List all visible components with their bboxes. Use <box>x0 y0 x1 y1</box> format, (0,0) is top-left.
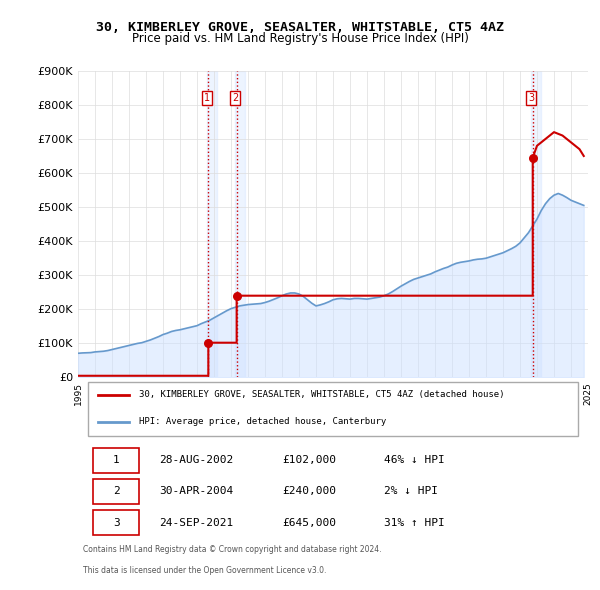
Bar <box>207 71 217 378</box>
Text: 1: 1 <box>203 93 210 103</box>
Text: 28-AUG-2002: 28-AUG-2002 <box>160 455 234 466</box>
Text: £102,000: £102,000 <box>282 455 336 466</box>
Text: 30-APR-2004: 30-APR-2004 <box>160 487 234 497</box>
Text: 30, KIMBERLEY GROVE, SEASALTER, WHITSTABLE, CT5 4AZ (detached house): 30, KIMBERLEY GROVE, SEASALTER, WHITSTAB… <box>139 390 505 399</box>
Text: 3: 3 <box>528 93 534 103</box>
Text: 2: 2 <box>113 487 119 497</box>
Text: 24-SEP-2021: 24-SEP-2021 <box>160 517 234 527</box>
Text: This data is licensed under the Open Government Licence v3.0.: This data is licensed under the Open Gov… <box>83 566 326 575</box>
Point <box>528 153 538 162</box>
Text: 30, KIMBERLEY GROVE, SEASALTER, WHITSTABLE, CT5 4AZ: 30, KIMBERLEY GROVE, SEASALTER, WHITSTAB… <box>96 21 504 34</box>
FancyBboxPatch shape <box>94 510 139 535</box>
Text: Contains HM Land Registry data © Crown copyright and database right 2024.: Contains HM Land Registry data © Crown c… <box>83 545 382 554</box>
FancyBboxPatch shape <box>88 382 578 436</box>
FancyBboxPatch shape <box>94 448 139 473</box>
Bar <box>235 71 245 378</box>
Bar <box>532 71 541 378</box>
FancyBboxPatch shape <box>94 479 139 504</box>
Text: 2: 2 <box>232 93 238 103</box>
Text: Price paid vs. HM Land Registry's House Price Index (HPI): Price paid vs. HM Land Registry's House … <box>131 32 469 45</box>
Text: HPI: Average price, detached house, Canterbury: HPI: Average price, detached house, Cant… <box>139 417 386 426</box>
Text: 1: 1 <box>113 455 119 466</box>
Text: £645,000: £645,000 <box>282 517 336 527</box>
Text: 2% ↓ HPI: 2% ↓ HPI <box>384 487 438 497</box>
Point <box>203 338 213 348</box>
Text: 3: 3 <box>113 517 119 527</box>
Point <box>232 291 241 300</box>
Text: 46% ↓ HPI: 46% ↓ HPI <box>384 455 445 466</box>
Text: 31% ↑ HPI: 31% ↑ HPI <box>384 517 445 527</box>
Text: £240,000: £240,000 <box>282 487 336 497</box>
